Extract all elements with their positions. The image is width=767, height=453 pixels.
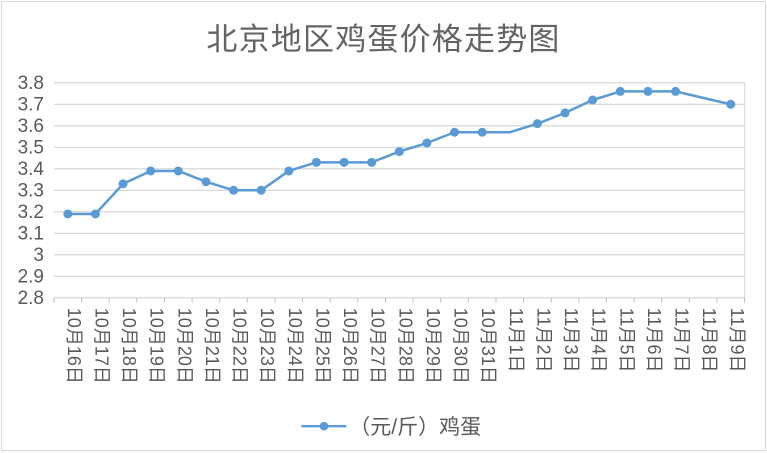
svg-text:10月25日: 10月25日 bbox=[312, 308, 332, 384]
svg-text:10月24日: 10月24日 bbox=[285, 308, 305, 384]
svg-text:11月8日: 11月8日 bbox=[699, 308, 719, 373]
svg-text:3.8: 3.8 bbox=[18, 73, 44, 94]
svg-text:3: 3 bbox=[33, 245, 44, 266]
svg-text:10月20日: 10月20日 bbox=[174, 308, 194, 384]
svg-text:3.2: 3.2 bbox=[18, 202, 44, 223]
svg-text:3.5: 3.5 bbox=[18, 137, 44, 158]
svg-text:2.8: 2.8 bbox=[18, 288, 44, 309]
svg-text:10月17日: 10月17日 bbox=[91, 308, 111, 384]
svg-text:11月3日: 11月3日 bbox=[561, 308, 581, 373]
svg-text:3.4: 3.4 bbox=[18, 159, 45, 180]
svg-text:3.3: 3.3 bbox=[18, 180, 44, 201]
svg-text:2.9: 2.9 bbox=[18, 266, 44, 287]
svg-text:11月1日: 11月1日 bbox=[506, 308, 526, 373]
svg-text:3.6: 3.6 bbox=[18, 116, 44, 137]
svg-text:10月29日: 10月29日 bbox=[423, 308, 443, 384]
svg-text:10月23日: 10月23日 bbox=[257, 308, 277, 384]
svg-text:11月4日: 11月4日 bbox=[589, 308, 609, 373]
svg-text:11月7日: 11月7日 bbox=[672, 308, 692, 373]
svg-text:11月9日: 11月9日 bbox=[727, 308, 747, 373]
svg-text:11月5日: 11月5日 bbox=[616, 308, 636, 373]
svg-text:10月16日: 10月16日 bbox=[64, 308, 84, 384]
svg-text:10月19日: 10月19日 bbox=[147, 308, 167, 384]
svg-text:10月21日: 10月21日 bbox=[202, 308, 222, 384]
svg-text:11月2日: 11月2日 bbox=[533, 308, 553, 373]
svg-text:3.1: 3.1 bbox=[18, 223, 44, 244]
svg-text:10月22日: 10月22日 bbox=[230, 308, 250, 384]
svg-text:10月30日: 10月30日 bbox=[451, 308, 471, 384]
svg-text:（元/斤）鸡蛋: （元/斤）鸡蛋 bbox=[349, 416, 481, 439]
svg-text:10月28日: 10月28日 bbox=[395, 308, 415, 384]
svg-text:10月27日: 10月27日 bbox=[368, 308, 388, 384]
svg-text:10月18日: 10月18日 bbox=[119, 308, 139, 384]
svg-text:10月26日: 10月26日 bbox=[340, 308, 360, 384]
svg-text:11月6日: 11月6日 bbox=[644, 308, 664, 373]
svg-text:3.7: 3.7 bbox=[18, 94, 44, 115]
svg-text:10月31日: 10月31日 bbox=[478, 308, 498, 384]
